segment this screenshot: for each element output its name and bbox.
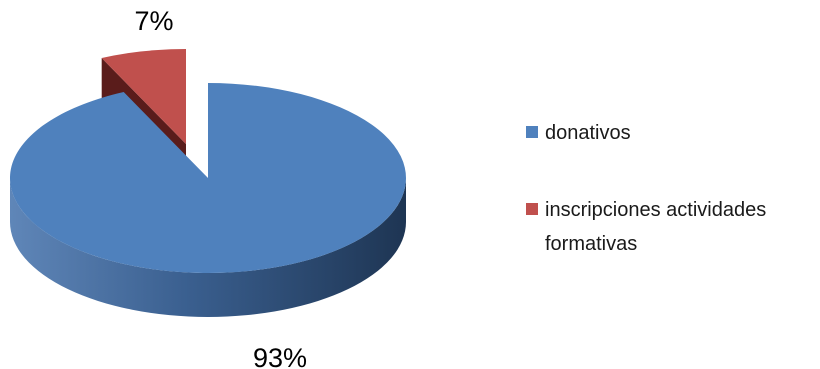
- data-label-donativos: 93%: [253, 343, 307, 369]
- legend-label-donativos: donativos: [545, 122, 631, 144]
- data-label-inscripciones: 7%: [134, 6, 173, 36]
- legend-label-inscripciones-line1: inscripciones actividades: [545, 199, 766, 221]
- slice-top-inscripciones: [101, 49, 186, 144]
- slice-top-donativos: [9, 83, 406, 273]
- legend: donativos inscripciones actividades form…: [526, 122, 766, 255]
- legend-label-inscripciones-line2: formativas: [545, 233, 637, 255]
- legend-swatch-inscripciones: [526, 203, 538, 215]
- pie-slices: [9, 49, 406, 317]
- slice-side-donativos: [10, 178, 406, 317]
- legend-swatch-donativos: [526, 126, 538, 138]
